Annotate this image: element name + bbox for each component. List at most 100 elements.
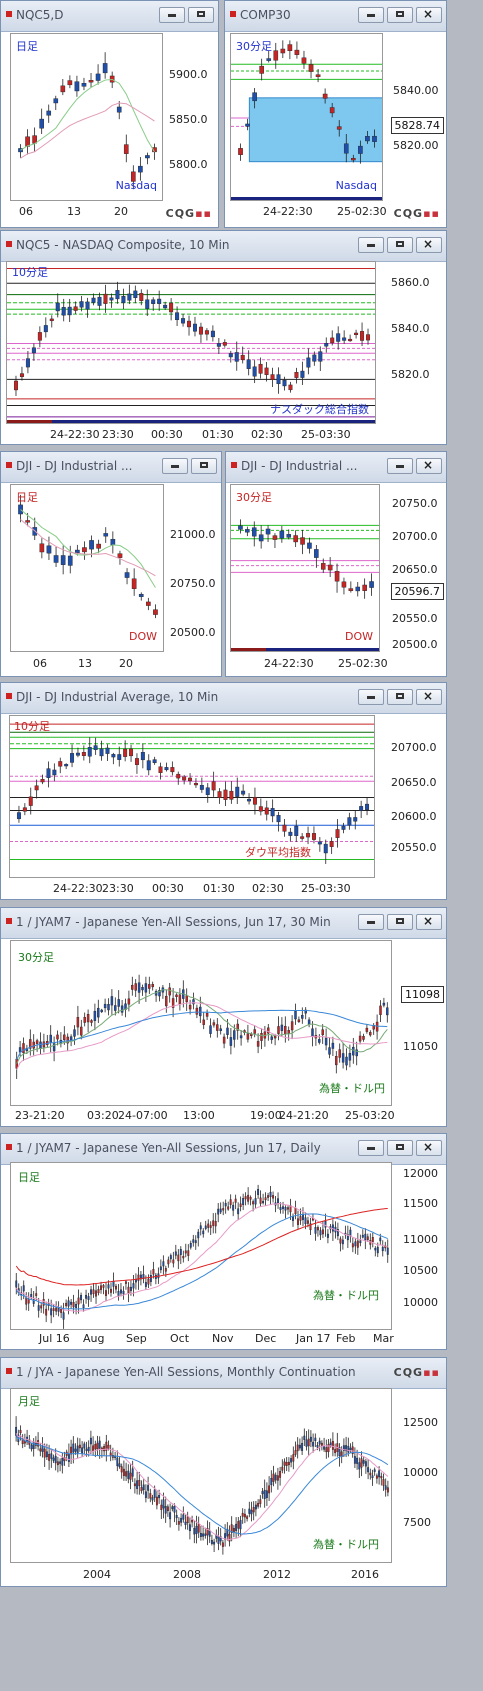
maximize-button[interactable]: [191, 458, 217, 474]
candle-body: [151, 984, 154, 988]
candle-body: [52, 769, 57, 776]
window-title-bar[interactable]: 1 / JYAM7 - Japanese Yen-All Sessions, J…: [1, 1134, 446, 1165]
candle-body: [40, 778, 45, 783]
chart-plot-area[interactable]: 30分足 為替・ドル円: [10, 940, 392, 1106]
minimize-button[interactable]: [358, 914, 384, 930]
chart-plot-area[interactable]: 日足 Nasdaq: [10, 33, 163, 201]
minimize-button[interactable]: [162, 458, 188, 474]
candle-body: [140, 752, 145, 761]
candle-body: [348, 338, 353, 342]
candle-body: [375, 1475, 378, 1479]
minimize-button[interactable]: [358, 689, 384, 705]
chart-plot-area[interactable]: 月足 為替・ドル円: [10, 1388, 392, 1563]
chart-plot-area[interactable]: 10分足 ナスダック総合指数: [6, 261, 376, 424]
candle-body: [82, 1304, 85, 1309]
maximize-button[interactable]: [387, 7, 413, 23]
candle-body: [142, 1274, 145, 1280]
candle-body: [39, 543, 45, 553]
maximize-button[interactable]: [188, 7, 214, 23]
window-dji-10min[interactable]: DJI - DJ Industrial Average, 10 Min × 10…: [0, 682, 447, 900]
candle-body: [61, 307, 66, 316]
window-dji-daily[interactable]: DJI - DJ Industrial ... 日足 DOW 21000.0 2…: [0, 451, 222, 677]
candle-body: [369, 581, 374, 588]
candle-body: [303, 1435, 306, 1440]
chart-plot-area[interactable]: 日足 DOW: [10, 484, 164, 652]
chart-period-label: 10分足: [12, 266, 48, 279]
last-price-tag: 20596.7: [390, 583, 444, 600]
candle-body: [35, 1293, 38, 1296]
candle-body: [254, 1504, 257, 1510]
candle-body: [369, 1472, 372, 1476]
symbol-icon: [6, 462, 12, 468]
candle-body: [153, 609, 158, 615]
candle-body: [287, 1461, 290, 1466]
candle-body: [294, 1010, 297, 1020]
candle-body: [72, 1302, 75, 1308]
maximize-button[interactable]: [387, 914, 413, 930]
candle-body: [265, 1490, 268, 1498]
candle-body: [371, 1237, 374, 1243]
chart-plot-area[interactable]: 30分足 DOW: [230, 484, 380, 652]
window-title: NQC5,D: [16, 8, 64, 22]
candle-body: [241, 790, 246, 795]
maximize-button[interactable]: [387, 1140, 413, 1156]
maximize-button[interactable]: [387, 237, 413, 253]
candle-body: [279, 1471, 282, 1478]
candle-body: [246, 1516, 249, 1519]
candle-body: [195, 1525, 198, 1534]
window-comp30[interactable]: COMP30 × 30分足 Nasdaq 5840.00 5828.74 582…: [224, 0, 447, 228]
candle-body: [246, 1033, 250, 1040]
close-button[interactable]: ×: [416, 7, 442, 23]
candle-body: [376, 1246, 379, 1254]
window-nqc5-daily[interactable]: NQC5,D 日足 Nasdaq 5900.0 5850.0 5800.0 06…: [0, 0, 219, 228]
close-button[interactable]: ×: [416, 1140, 442, 1156]
minimize-button[interactable]: [358, 7, 384, 23]
candle-body: [54, 1455, 57, 1464]
chart-plot-area[interactable]: 30分足 Nasdaq: [230, 33, 383, 201]
chart-period-label: 10分足: [14, 720, 50, 733]
window-jyam7-daily[interactable]: 1 / JYAM7 - Japanese Yen-All Sessions, J…: [0, 1133, 447, 1350]
candle-body: [302, 1213, 304, 1220]
candle-body: [131, 171, 136, 182]
y-tick-label: 10000: [403, 1296, 438, 1309]
y-tick-label: 12000: [403, 1167, 438, 1180]
window-title-bar[interactable]: DJI - DJ Industrial ...: [1, 452, 221, 483]
window-dji-30min[interactable]: DJI - DJ Industrial ... × 30分足 DOW 20750…: [225, 451, 447, 677]
chart-period-label: 30分足: [236, 40, 272, 53]
window-nasdaq-10min[interactable]: NQC5 - NASDAQ Composite, 10 Min × 10分足 ナ…: [0, 230, 447, 445]
y-tick-label: 5800.0: [169, 158, 208, 171]
window-title-bar[interactable]: 1 / JYA - Japanese Yen-All Sessions, Mon…: [1, 1358, 446, 1389]
maximize-button[interactable]: [387, 689, 413, 705]
close-button[interactable]: ×: [416, 689, 442, 705]
window-title-bar[interactable]: DJI - DJ Industrial Average, 10 Min ×: [1, 683, 446, 714]
window-title-bar[interactable]: NQC5,D: [1, 1, 218, 32]
candle-body: [87, 1446, 90, 1452]
window-title-bar[interactable]: COMP30 ×: [225, 1, 446, 32]
close-button[interactable]: ×: [416, 237, 442, 253]
candle-body: [164, 1268, 167, 1272]
candle-body: [270, 374, 275, 380]
candle-body: [158, 766, 163, 773]
candlestick-chart: [7, 268, 375, 418]
minimize-button[interactable]: [387, 458, 413, 474]
candle-body: [347, 817, 352, 826]
candle-body: [236, 1023, 239, 1031]
candle-body: [167, 1259, 170, 1265]
candle-body: [89, 540, 94, 550]
close-button[interactable]: ×: [416, 458, 442, 474]
window-title-bar[interactable]: 1 / JYAM7 - Japanese Yen-All Sessions, J…: [1, 908, 446, 939]
window-jyam7-30min[interactable]: 1 / JYAM7 - Japanese Yen-All Sessions, J…: [0, 907, 447, 1127]
chart-plot-area[interactable]: 日足 為替・ドル円: [10, 1162, 392, 1330]
minimize-button[interactable]: [159, 7, 185, 23]
y-tick-label: 11500: [403, 1197, 438, 1210]
window-title-bar[interactable]: DJI - DJ Industrial ... ×: [226, 452, 446, 483]
candle-body: [243, 1513, 246, 1518]
minimize-button[interactable]: [358, 237, 384, 253]
x-tick-label: 02:30: [252, 882, 284, 895]
window-jya-monthly[interactable]: 1 / JYA - Japanese Yen-All Sessions, Mon…: [0, 1357, 447, 1587]
chart-period-label: 30分足: [18, 951, 54, 964]
window-title-bar[interactable]: NQC5 - NASDAQ Composite, 10 Min ×: [1, 231, 446, 262]
close-button[interactable]: ×: [416, 914, 442, 930]
chart-plot-area[interactable]: 10分足 ダウ平均指数: [9, 715, 375, 878]
minimize-button[interactable]: [358, 1140, 384, 1156]
